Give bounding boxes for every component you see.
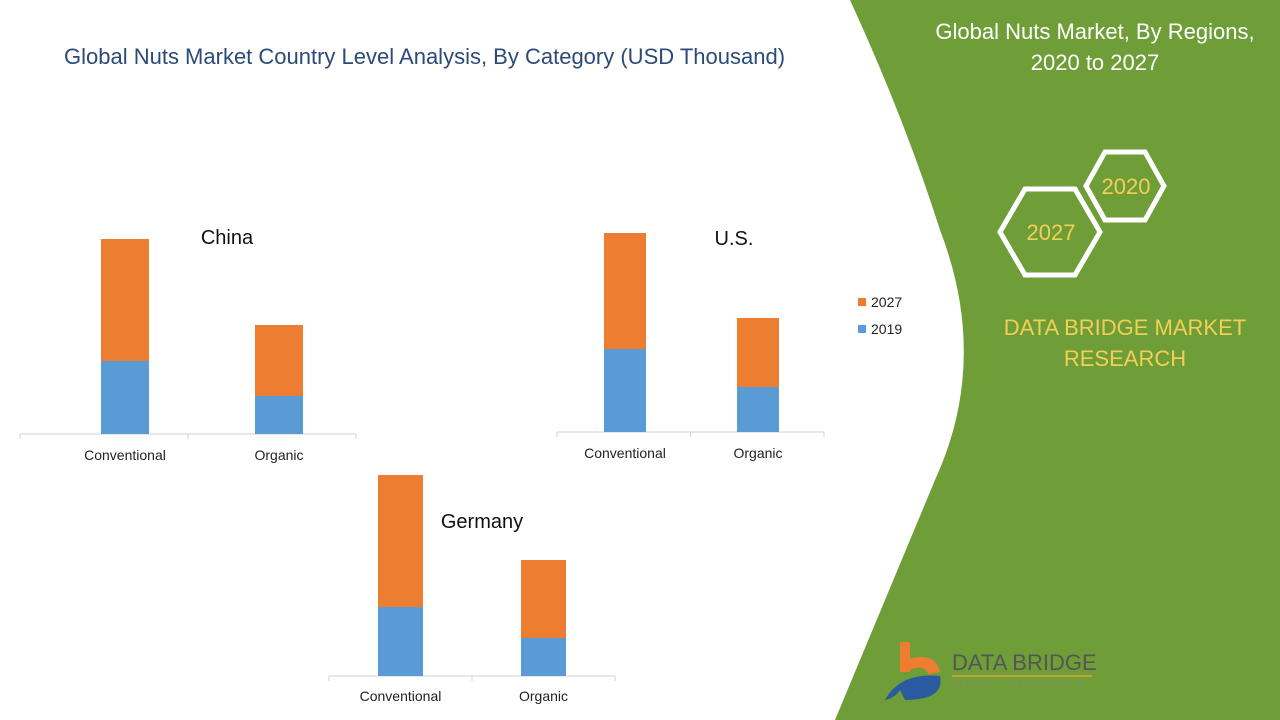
side-panel-title: Global Nuts Market, By Regions, 2020 to … (935, 19, 1255, 75)
chart-title-china: China (201, 227, 254, 249)
bar-china-conventional-2027 (101, 239, 149, 361)
bar-us-conventional-2019 (604, 349, 646, 432)
logo-b-stem (900, 642, 910, 672)
x-tick-label: Organic (254, 447, 303, 463)
page-title: Global Nuts Market Country Level Analysi… (64, 44, 786, 69)
bar-us-organic-2027 (737, 318, 779, 387)
logo: DATA BRIDGE MARKET RESEARCH (885, 642, 1097, 700)
legend-label-2019: 2019 (871, 321, 902, 337)
bar-china-conventional-2019 (101, 361, 149, 434)
hex-2027 (997, 186, 1103, 278)
x-tick-label: Conventional (360, 688, 442, 704)
bar-germany-conventional-2027 (378, 475, 423, 607)
hex-label-2027: 2027 (1027, 220, 1076, 245)
logo-subtext: MARKET RESEARCH (952, 682, 1087, 688)
hex-label-2020: 2020 (1102, 174, 1151, 199)
legend-swatch-2027 (858, 298, 866, 306)
brand-text: DATA BRIDGE MARKET RESEARCH (1003, 315, 1247, 371)
x-tick-label: Organic (519, 688, 568, 704)
logo-b-bowl (905, 656, 940, 674)
x-tick-label: Conventional (584, 445, 666, 461)
logo-text: DATA BRIDGE (952, 650, 1097, 675)
bar-china-organic-2027 (255, 325, 303, 396)
hex-2020 (1083, 149, 1167, 223)
legend-label-2027: 2027 (871, 294, 902, 310)
chart-title-us: U.S. (715, 228, 754, 250)
bar-china-organic-2019 (255, 396, 303, 434)
logo-swoosh (885, 675, 941, 700)
x-tick-label: Organic (733, 445, 782, 461)
legend-swatch-2019 (858, 325, 866, 333)
bar-us-conventional-2027 (604, 233, 646, 349)
bar-germany-organic-2019 (521, 638, 566, 676)
chart-title-germany: Germany (441, 511, 523, 533)
bar-germany-conventional-2019 (378, 607, 423, 676)
x-tick-label: Conventional (84, 447, 166, 463)
bar-germany-organic-2027 (521, 560, 566, 638)
bar-us-organic-2019 (737, 387, 779, 432)
